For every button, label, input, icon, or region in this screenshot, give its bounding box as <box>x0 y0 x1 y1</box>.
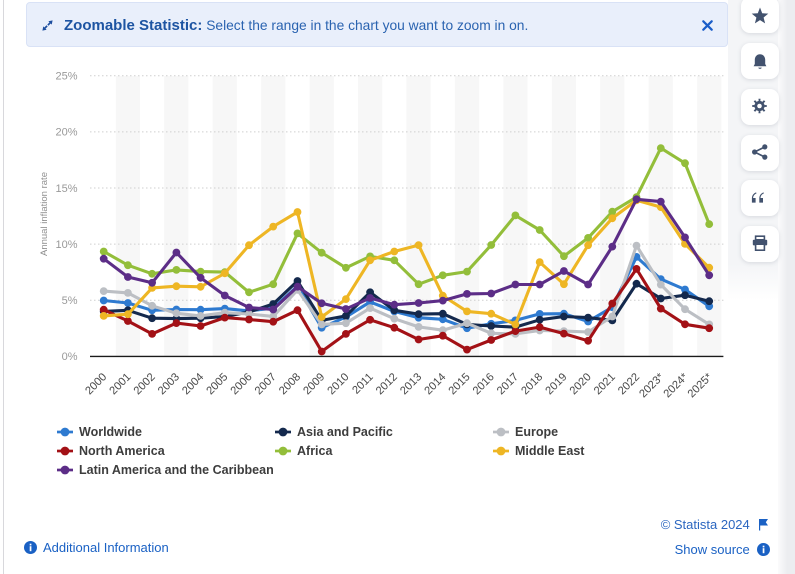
svg-text:2011: 2011 <box>350 371 376 397</box>
svg-text:Annual inflation rate: Annual inflation rate <box>39 172 50 256</box>
svg-text:2025*: 2025* <box>686 371 716 401</box>
svg-text:2015: 2015 <box>447 371 473 397</box>
svg-text:2014: 2014 <box>422 371 448 397</box>
svg-text:2000: 2000 <box>83 371 109 397</box>
svg-text:2009: 2009 <box>301 371 327 397</box>
svg-text:15%: 15% <box>55 183 77 195</box>
svg-text:2003: 2003 <box>156 371 182 397</box>
svg-text:2002: 2002 <box>132 371 158 397</box>
svg-text:2020: 2020 <box>568 371 594 397</box>
svg-text:2021: 2021 <box>592 371 618 397</box>
svg-text:2010: 2010 <box>325 371 351 397</box>
svg-text:10%: 10% <box>55 239 77 251</box>
svg-text:2004: 2004 <box>180 371 206 397</box>
svg-text:2017: 2017 <box>495 371 521 397</box>
svg-text:0%: 0% <box>62 351 78 363</box>
svg-text:2008: 2008 <box>277 371 303 397</box>
svg-text:2024*: 2024* <box>661 371 691 401</box>
svg-text:2023*: 2023* <box>637 371 667 401</box>
svg-text:25%: 25% <box>55 71 77 83</box>
svg-text:2005: 2005 <box>204 371 230 397</box>
svg-text:2013: 2013 <box>398 371 424 397</box>
svg-text:2018: 2018 <box>519 371 545 397</box>
svg-text:2019: 2019 <box>543 371 569 397</box>
svg-text:2016: 2016 <box>471 371 497 397</box>
svg-text:2012: 2012 <box>374 371 400 397</box>
svg-text:2001: 2001 <box>107 371 133 397</box>
svg-text:20%: 20% <box>55 127 77 139</box>
svg-text:2006: 2006 <box>229 371 255 397</box>
svg-text:2007: 2007 <box>253 371 279 397</box>
svg-text:5%: 5% <box>62 295 78 307</box>
